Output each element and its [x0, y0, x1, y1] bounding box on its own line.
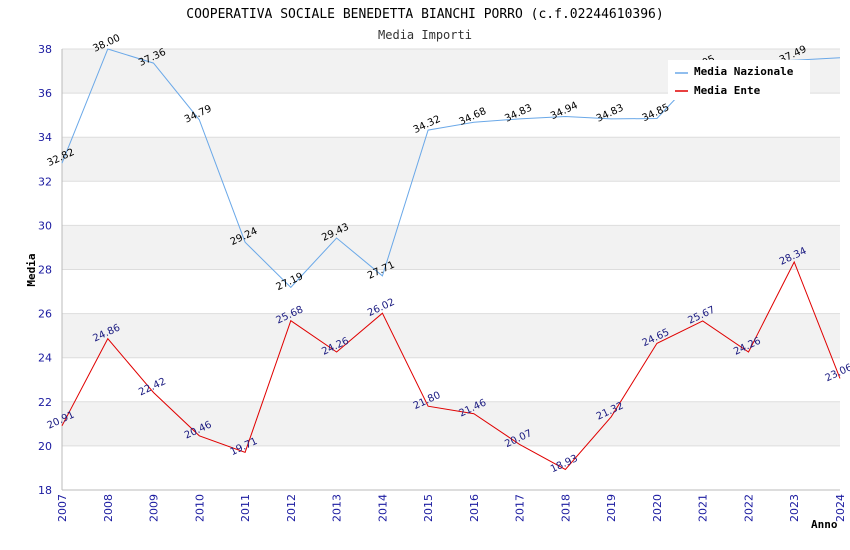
plot-band: [62, 181, 840, 226]
x-tick-label: 2017: [514, 494, 527, 522]
chart-subtitle: Media Importi: [378, 28, 472, 42]
y-tick-label: 36: [38, 87, 52, 100]
x-tick-label: 2024: [834, 494, 847, 522]
x-tick-label: 2007: [56, 494, 69, 522]
x-tick-label: 2008: [102, 494, 115, 522]
y-tick-label: 38: [38, 43, 52, 56]
legend-label-media-ente: Media Ente: [694, 84, 761, 97]
y-tick-labels: 18 20 22 24 26 28 30 32 34 36 38: [38, 43, 52, 497]
x-tick-label: 2015: [422, 494, 435, 522]
x-tick-label: 2010: [193, 494, 206, 522]
legend-label-media-nazionale: Media Nazionale: [694, 65, 794, 78]
x-tick-label: 2021: [697, 494, 710, 522]
x-tick-label: 2018: [559, 494, 572, 522]
x-tick-labels: 2007 2008 2009 2010 2011 2012 2013 2014 2015 2016…: [56, 494, 847, 522]
y-tick-label: 30: [38, 219, 52, 232]
x-tick-label: 2019: [605, 494, 618, 522]
series-line-media-ente: [61, 260, 841, 471]
x-tick-label: 2016: [468, 494, 481, 522]
x-tick-label: 2014: [376, 494, 389, 522]
y-tick-label: 24: [38, 352, 52, 365]
x-tick-label: 2012: [285, 494, 298, 522]
plot-band: [62, 269, 840, 314]
x-tick-label: 2009: [148, 494, 161, 522]
y-axis-title: Media: [25, 253, 38, 286]
plot-band: [62, 313, 840, 358]
plot-band: [62, 357, 840, 402]
x-axis-title: Anno: [811, 518, 838, 531]
y-tick-label: 20: [38, 440, 52, 453]
legend: Media Nazionale Media Ente: [668, 60, 810, 100]
y-tick-label: 34: [38, 131, 52, 144]
x-tick-label: 2020: [651, 494, 664, 522]
x-tick-label: 2022: [742, 494, 755, 522]
plot-band: [62, 225, 840, 270]
plot-band: [62, 93, 840, 138]
plot-band: [62, 445, 840, 490]
plot-background-bands: [62, 49, 840, 490]
y-tick-label: 26: [38, 308, 52, 321]
x-tick-label: 2011: [239, 494, 252, 522]
plot-band: [62, 401, 840, 446]
legend-box: [668, 60, 810, 100]
x-tick-label: 2013: [331, 494, 344, 522]
y-tick-label: 22: [38, 396, 52, 409]
plot-band: [62, 137, 840, 182]
y-tick-label: 18: [38, 484, 52, 497]
y-tick-label: 28: [38, 264, 52, 277]
x-tick-label: 2023: [788, 494, 801, 522]
y-tick-label: 32: [38, 175, 52, 188]
chart-title: COOPERATIVA SOCIALE BENEDETTA BIANCHI PO…: [186, 7, 663, 22]
